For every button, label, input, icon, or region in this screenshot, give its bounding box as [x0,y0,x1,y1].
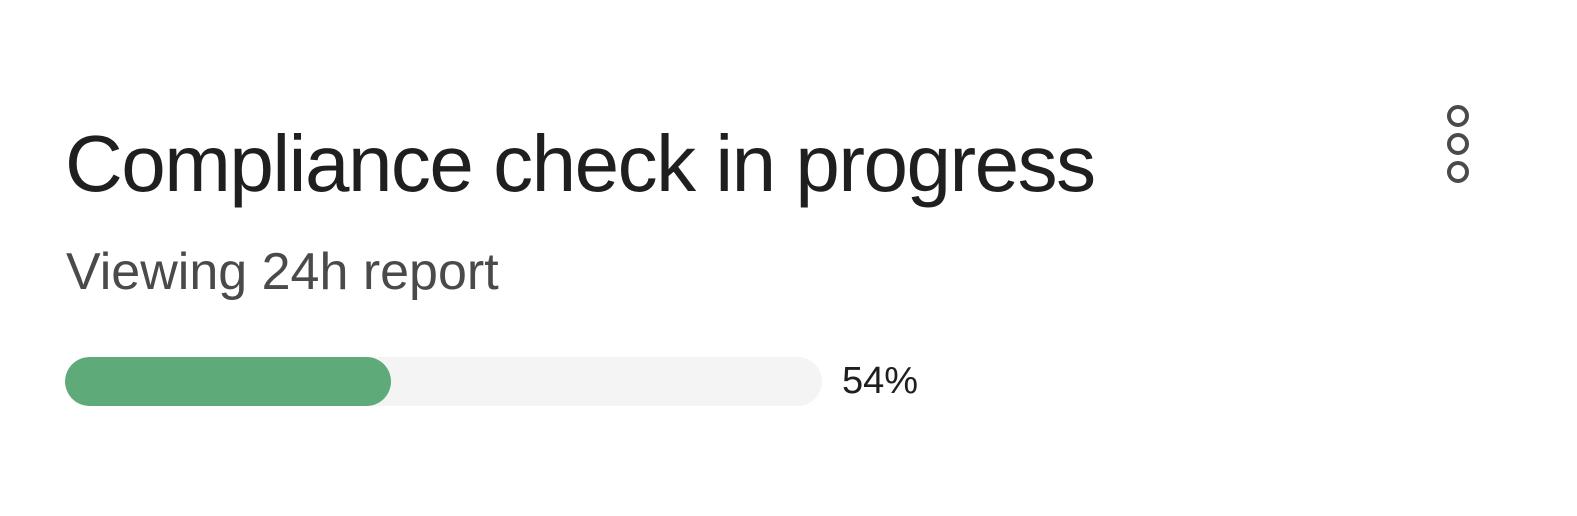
more-vertical-icon [1447,105,1469,183]
progress-row: 54% [65,357,918,406]
card-subtitle: Viewing 24h report [66,243,499,301]
progress-percent-label: 54% [842,360,919,402]
progress-track [65,357,822,406]
progress-fill [65,357,391,406]
card-title: Compliance check in progress [65,119,1096,208]
more-options-button[interactable] [1434,100,1482,188]
